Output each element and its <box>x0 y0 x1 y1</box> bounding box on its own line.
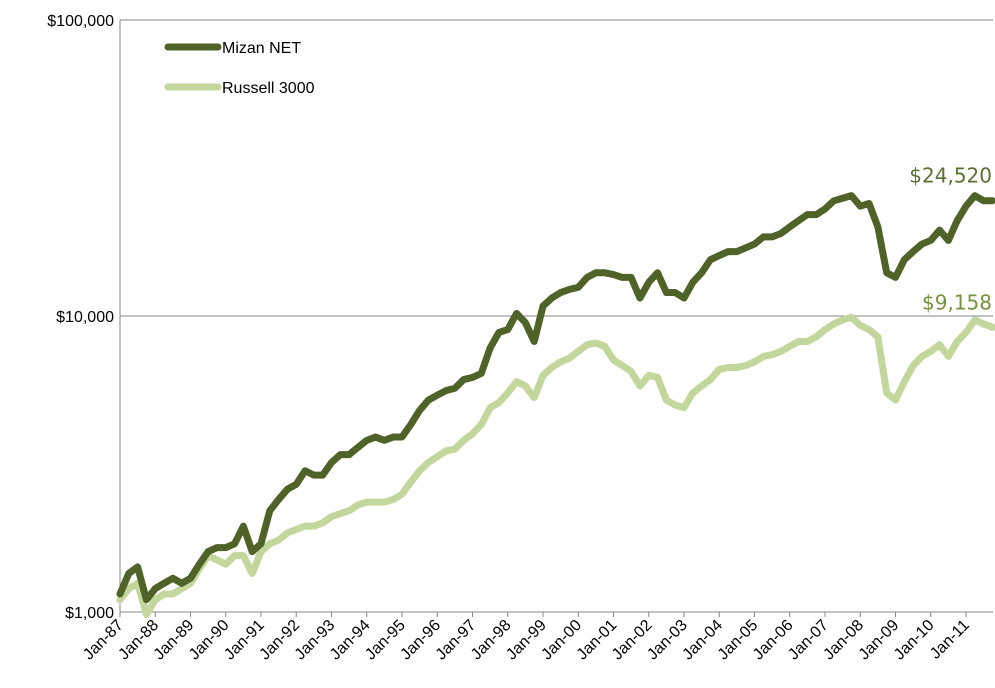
x-tick-label: Jan-10 <box>891 617 938 664</box>
y-tick-label: $10,000 <box>56 309 114 326</box>
series-line <box>116 313 995 619</box>
y-tick-label: $100,000 <box>47 13 114 30</box>
value-label: $9,158 <box>922 290 992 314</box>
y-tick-label: $1,000 <box>65 605 114 622</box>
x-tick-label: Jan-11 <box>927 617 973 663</box>
legend-label: Russell 3000 <box>222 80 315 97</box>
value-label: $24,520 <box>909 164 992 188</box>
legend-label: Mizan NET <box>222 40 301 57</box>
series-line <box>116 192 995 604</box>
